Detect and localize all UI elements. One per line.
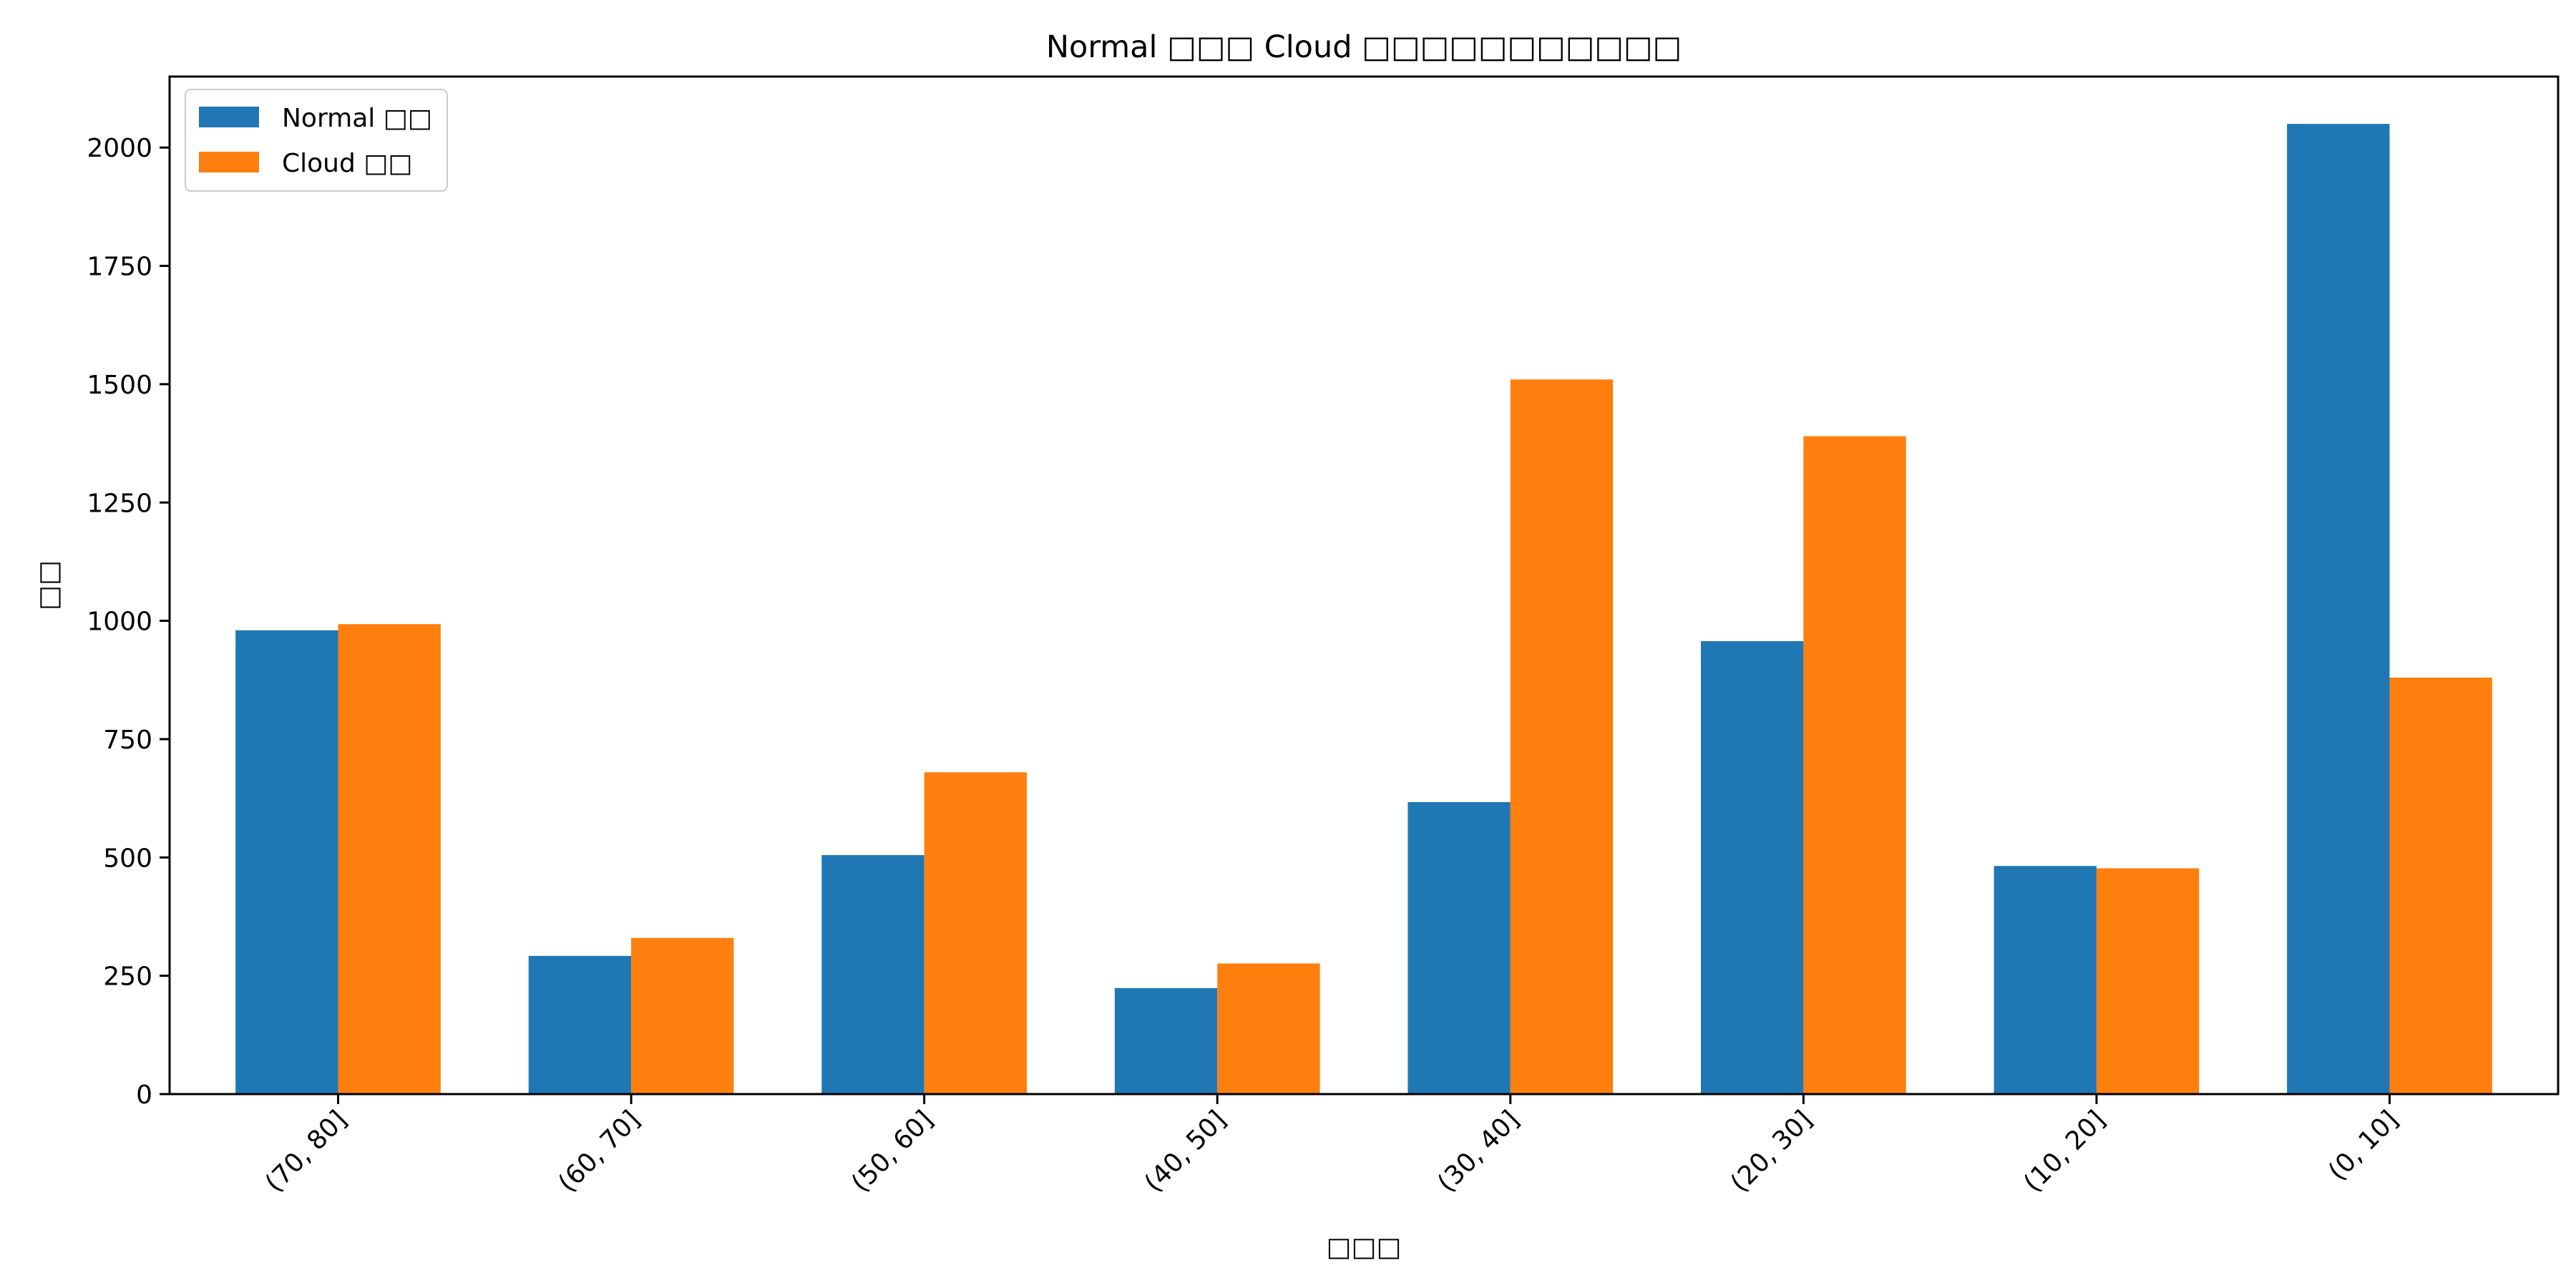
legend-label-cloud: Cloud □□ bbox=[282, 149, 412, 178]
x-tick-label: (40, 50] bbox=[1139, 1105, 1232, 1198]
bar-cloud-6 bbox=[2096, 868, 2200, 1094]
bar-normal-5 bbox=[1701, 641, 1804, 1094]
x-tick-label: (30, 40] bbox=[1432, 1105, 1525, 1198]
bar-normal-7 bbox=[2287, 124, 2390, 1095]
y-tick-label: 2000 bbox=[87, 134, 152, 163]
legend-label-normal: Normal □□ bbox=[282, 104, 432, 133]
y-tick-label: 1000 bbox=[87, 608, 152, 637]
y-axis: 0 250 500 750 1000 1250 1500 1750 2000 bbox=[87, 134, 170, 1110]
x-tick-label: (20, 30] bbox=[1725, 1105, 1818, 1198]
y-tick-label: 250 bbox=[103, 962, 152, 992]
bar-normal-4 bbox=[1407, 801, 1511, 1094]
bar-cloud-5 bbox=[1803, 436, 1906, 1094]
bar-normal-6 bbox=[1994, 866, 2097, 1094]
x-axis-label: □□□ bbox=[1327, 1231, 1402, 1262]
y-tick-label: 1750 bbox=[87, 253, 152, 282]
y-tick-label: 750 bbox=[103, 726, 152, 755]
x-tick-label: (0, 10] bbox=[2323, 1105, 2404, 1186]
plot-frame bbox=[168, 75, 2560, 1096]
y-tick-label: 1500 bbox=[87, 371, 152, 400]
bar-normal-0 bbox=[235, 630, 338, 1094]
legend: Normal □□ Cloud □□ bbox=[185, 89, 448, 192]
x-tick-label: (60, 70] bbox=[553, 1105, 646, 1198]
bar-cloud-4 bbox=[1510, 379, 1614, 1094]
bar-cloud-2 bbox=[924, 772, 1027, 1094]
y-tick-label: 1250 bbox=[87, 489, 152, 518]
bars-group bbox=[235, 124, 2492, 1095]
legend-swatch-cloud bbox=[199, 152, 259, 172]
bar-cloud-7 bbox=[2389, 677, 2492, 1094]
bar-cloud-3 bbox=[1217, 963, 1320, 1094]
y-axis-label: □□ bbox=[33, 560, 64, 610]
bar-cloud-1 bbox=[631, 937, 734, 1094]
bar-normal-1 bbox=[528, 955, 632, 1094]
x-tick-label: (50, 60] bbox=[846, 1105, 939, 1198]
x-tick-label: (10, 20] bbox=[2018, 1105, 2111, 1198]
bar-normal-2 bbox=[821, 854, 924, 1094]
x-axis: (70, 80] (60, 70] (50, 60] (40, 50] (30, 40]… bbox=[260, 1094, 2404, 1198]
bar-normal-3 bbox=[1114, 987, 1218, 1094]
legend-swatch-normal bbox=[199, 107, 259, 127]
x-tick-label: (70, 80] bbox=[260, 1105, 353, 1198]
bar-cloud-0 bbox=[338, 624, 441, 1094]
y-tick-label: 500 bbox=[103, 844, 152, 873]
chart-title: Normal □□□ Cloud □□□□□□□□□□□ bbox=[1046, 29, 1682, 65]
y-tick-label: 0 bbox=[136, 1080, 152, 1110]
